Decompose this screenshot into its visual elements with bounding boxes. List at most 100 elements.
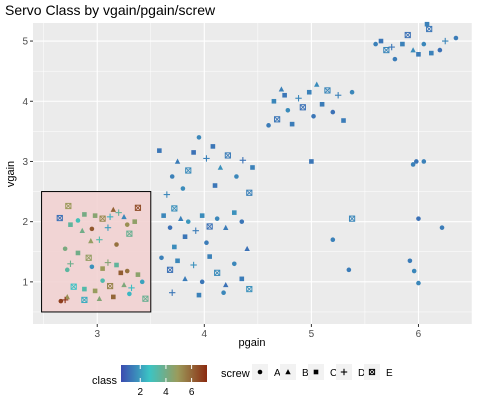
data-point [272,99,277,104]
data-point [132,219,137,224]
data-point [250,165,255,170]
data-point [197,135,202,140]
data-point [350,90,355,95]
data-point [172,245,177,250]
data-point [232,210,237,215]
data-point [290,122,295,127]
data-point [309,159,314,164]
data-point [114,263,119,268]
data-point [232,262,237,267]
data-point [125,269,130,274]
data-point [320,102,325,107]
data-point [90,227,95,232]
data-point [82,212,87,217]
data-point [331,237,336,242]
data-point [183,234,188,239]
data-point [65,268,70,273]
x-tick-label: 5 [309,329,315,340]
data-point [416,52,421,57]
data-point [90,265,95,270]
data-point [93,213,98,218]
shape-legend-label: A [274,368,281,379]
data-point [82,287,87,292]
color-tick-label: 6 [189,387,195,398]
data-point [425,22,430,27]
data-point [207,254,212,259]
data-point [454,36,459,41]
y-axis-title: vgain [5,161,17,187]
x-tick-label: 6 [416,329,422,340]
data-point [239,277,244,282]
x-tick-label: 4 [202,329,208,340]
data-point [200,213,205,218]
data-point [100,278,105,283]
data-point [76,251,81,256]
y-tick-label: 1 [22,277,28,288]
data-point [119,271,124,276]
data-point [282,93,287,98]
data-point [393,57,398,62]
data-point [204,240,209,245]
data-point [197,293,202,298]
data-point [440,225,445,230]
data-point [416,281,421,286]
data-point [125,222,130,227]
data-point [239,219,244,224]
y-tick-label: 2 [22,217,28,228]
data-point [379,39,384,44]
color-legend-title: class [92,375,118,387]
color-legend: class 246 [88,357,210,399]
shape-legend-label: B [302,368,309,379]
y-axis-ticks: 1 2 3 4 5 [22,37,33,289]
data-point [311,114,316,119]
data-point [200,280,205,285]
data-point [140,280,145,285]
y-tick-label: 5 [22,37,28,48]
x-axis-title: pgain [239,337,266,349]
data-point [307,90,312,95]
data-point [170,174,175,179]
data-point [168,225,173,230]
data-point [429,51,434,56]
data-point [416,216,421,221]
shape-legend: screw ABCDE [217,357,393,389]
data-point [111,295,116,300]
data-point [157,148,162,153]
data-point [408,258,413,263]
data-point [286,108,291,113]
data-point [331,110,336,115]
data-point [373,42,378,47]
data-point [213,183,218,188]
data-point [127,292,132,297]
data-point [221,290,226,295]
data-point [114,242,119,247]
shape-legend-label: E [386,368,393,379]
data-point [161,213,166,218]
color-tick-label: 4 [163,387,169,398]
data-point [400,42,405,47]
data-point [136,272,141,277]
shape-legend-symbol [258,370,263,375]
y-tick-label: 3 [22,157,28,168]
data-point [412,269,417,274]
data-point [211,144,216,149]
data-point [438,48,443,53]
data-point [68,222,73,227]
color-gradient-bar [121,365,207,382]
data-point [266,123,271,128]
data-point [63,246,68,251]
shape-legend-symbol [314,370,319,375]
data-point [100,266,105,271]
chart-title: Servo Class by vgain/pgain/screw [5,2,216,18]
data-point [341,118,346,123]
data-point [215,216,220,221]
data-point [422,42,427,47]
data-point [76,218,81,223]
data-point [93,289,98,294]
highlight-region [42,192,151,312]
data-point [422,159,427,164]
data-point [175,258,180,263]
data-point [181,186,186,191]
